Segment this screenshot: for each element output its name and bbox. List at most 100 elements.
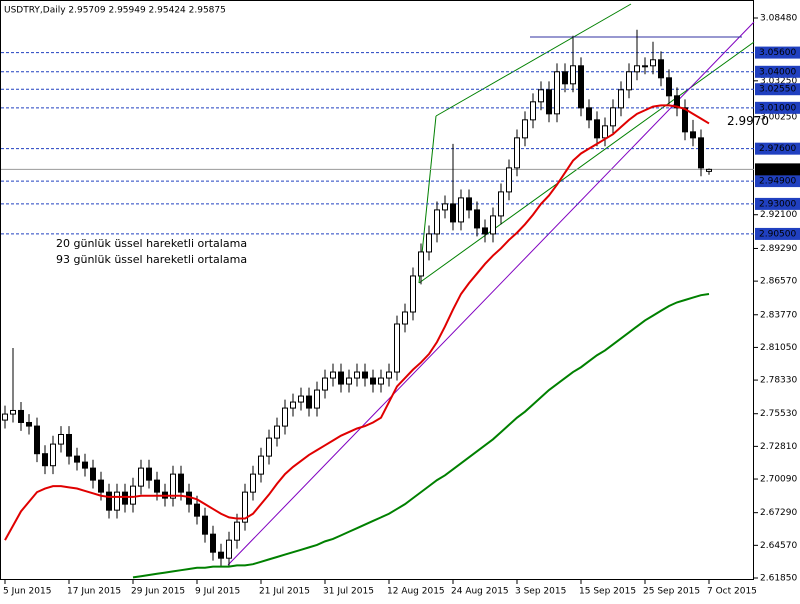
candle-body bbox=[666, 77, 672, 97]
candle-body bbox=[330, 371, 336, 379]
y-tick-label: 2.89290 bbox=[760, 244, 797, 254]
candle-body bbox=[410, 275, 416, 313]
candle-body bbox=[266, 437, 272, 457]
trend-line bbox=[227, 21, 755, 566]
ma-value-label: 2.9970 bbox=[727, 114, 769, 128]
x-tick-label: 15 Sep 2015 bbox=[579, 587, 636, 597]
candle-body bbox=[74, 455, 80, 463]
candle-body bbox=[314, 389, 320, 409]
candle-body bbox=[634, 65, 640, 73]
candle-body bbox=[290, 401, 296, 409]
channel-upper bbox=[435, 3, 632, 117]
candle-body bbox=[362, 371, 368, 379]
x-tick-label: 21 Jul 2015 bbox=[259, 587, 310, 597]
candle-body bbox=[106, 491, 112, 511]
y-tick-label: 3.03250 bbox=[760, 76, 797, 86]
candle-body bbox=[194, 503, 200, 517]
y-tick-label: 2.70090 bbox=[760, 475, 797, 485]
candle-body bbox=[50, 443, 56, 467]
level-label: 3.02550 bbox=[759, 85, 796, 95]
candle-body bbox=[482, 227, 488, 235]
candle-body bbox=[586, 107, 592, 121]
x-tick-label: 29 Jun 2015 bbox=[131, 587, 185, 597]
candle-body bbox=[546, 89, 552, 115]
candle-body bbox=[346, 377, 352, 385]
candle-body bbox=[706, 168, 712, 172]
y-tick-label: 2.92100 bbox=[760, 210, 797, 220]
candle-body bbox=[426, 233, 432, 253]
candle-body bbox=[130, 485, 136, 505]
y-tick-label: 2.61850 bbox=[760, 574, 797, 584]
level-label-box bbox=[755, 197, 800, 210]
legend-entry: 20 günlük üssel hareketli ortalama bbox=[56, 237, 247, 250]
candle-body bbox=[42, 453, 48, 467]
y-tick-label: 2.67290 bbox=[760, 508, 797, 518]
candle-body bbox=[122, 491, 128, 505]
candle-body bbox=[602, 125, 608, 139]
candle-body bbox=[530, 101, 536, 121]
candle-body bbox=[58, 433, 64, 445]
candle-body bbox=[402, 311, 408, 325]
candle-body bbox=[146, 467, 152, 481]
level-label: 3.01000 bbox=[759, 103, 796, 113]
candle-body bbox=[490, 215, 496, 235]
candle-body bbox=[154, 479, 160, 493]
x-tick-label: 24 Aug 2015 bbox=[451, 587, 509, 597]
x-tick-label: 25 Sep 2015 bbox=[643, 587, 700, 597]
candle-body bbox=[322, 377, 328, 391]
candle-body bbox=[202, 515, 208, 535]
candle-body bbox=[298, 395, 304, 403]
candle-body bbox=[18, 409, 24, 423]
level-label-box bbox=[755, 65, 800, 78]
plot-frame bbox=[0, 0, 754, 580]
candle-body bbox=[26, 421, 32, 427]
moving-average bbox=[4, 104, 710, 541]
candle-body bbox=[642, 65, 648, 68]
level-label: 2.93000 bbox=[759, 199, 796, 209]
candle-body bbox=[370, 377, 376, 385]
x-tick-label: 9 Jul 2015 bbox=[195, 587, 240, 597]
candle-body bbox=[394, 323, 400, 373]
candle-body bbox=[442, 203, 448, 211]
y-tick-label: 2.72810 bbox=[760, 442, 797, 452]
chart-title: USDTRY,Daily 2.95709 2.95949 2.95424 2.9… bbox=[4, 6, 226, 16]
candle-body bbox=[378, 377, 384, 385]
candle-body bbox=[658, 59, 664, 79]
candle-body bbox=[66, 433, 72, 457]
level-label-box bbox=[755, 46, 800, 59]
candle-body bbox=[210, 533, 216, 553]
candle-body bbox=[610, 107, 616, 127]
level-label: 3.04000 bbox=[759, 67, 796, 77]
candle-body bbox=[562, 71, 568, 85]
level-label-box bbox=[755, 142, 800, 155]
level-label: 2.94900 bbox=[759, 177, 796, 187]
level-label-box bbox=[755, 101, 800, 114]
candle-body bbox=[234, 521, 240, 541]
x-tick-label: 3 Sep 2015 bbox=[515, 587, 566, 597]
candle-body bbox=[2, 413, 8, 421]
y-tick-label: 2.75530 bbox=[760, 409, 797, 419]
candle-body bbox=[338, 371, 344, 385]
candle-body bbox=[98, 479, 104, 493]
level-label-box bbox=[755, 83, 800, 96]
level-label: 3.05600 bbox=[759, 48, 796, 58]
candle-body bbox=[554, 71, 560, 115]
candle-body bbox=[538, 89, 544, 103]
candle-body bbox=[626, 71, 632, 91]
last-price-box bbox=[755, 163, 800, 176]
x-tick-label: 31 Jul 2015 bbox=[323, 587, 374, 597]
candle-body bbox=[282, 407, 288, 427]
y-tick-label: 3.00250 bbox=[760, 112, 797, 122]
candle-body bbox=[34, 425, 40, 455]
y-tick-label: 2.81050 bbox=[760, 343, 797, 353]
candle-body bbox=[138, 467, 144, 487]
candle-body bbox=[618, 89, 624, 109]
candle-body bbox=[178, 473, 184, 493]
y-tick-label: 2.86570 bbox=[760, 277, 797, 287]
candle-body bbox=[450, 203, 456, 223]
last-price-label: 2.95875 bbox=[759, 165, 796, 175]
y-tick-label: 2.64570 bbox=[760, 541, 797, 551]
candle-body bbox=[458, 197, 464, 223]
candle-body bbox=[578, 65, 584, 109]
candle-body bbox=[90, 467, 96, 481]
